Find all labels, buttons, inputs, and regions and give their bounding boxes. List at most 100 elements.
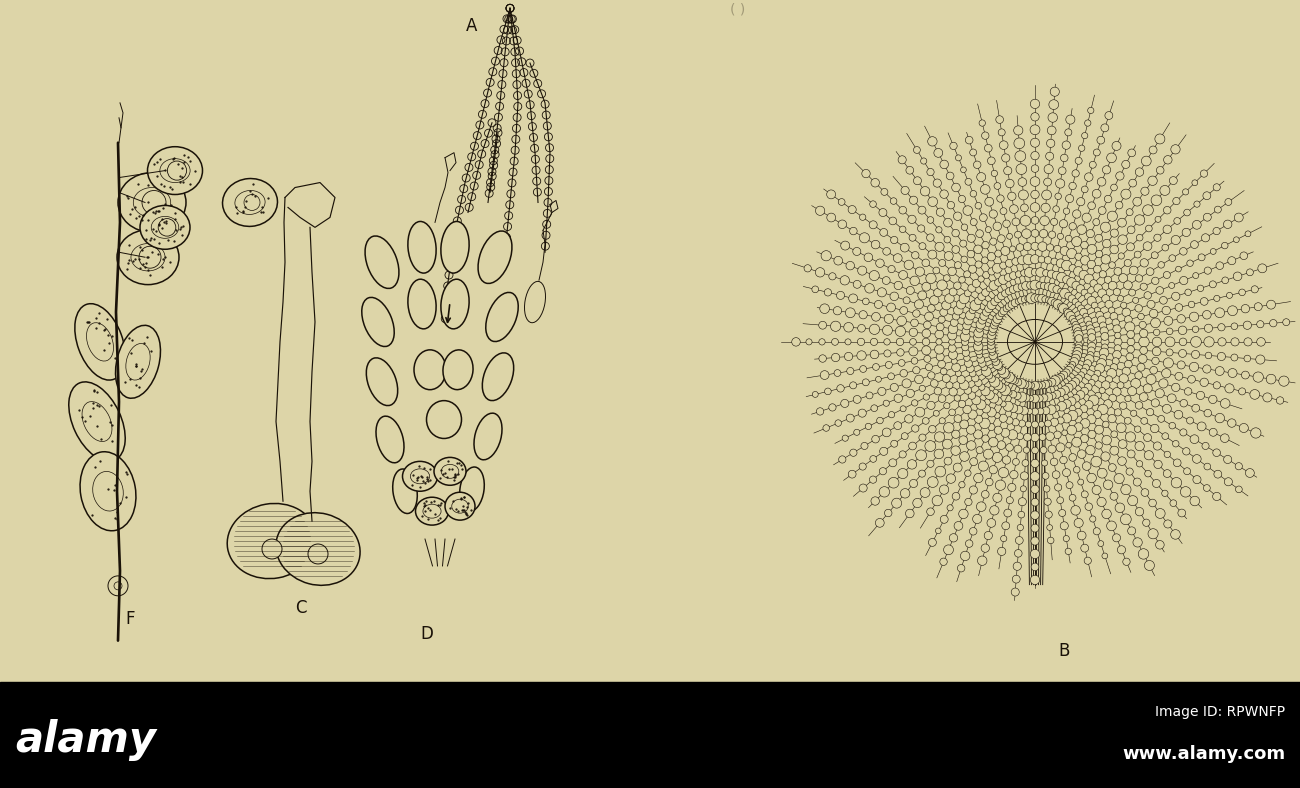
Circle shape (1113, 351, 1122, 359)
Circle shape (1000, 307, 1008, 315)
Circle shape (952, 229, 959, 237)
Circle shape (1179, 350, 1187, 358)
Circle shape (1152, 252, 1158, 258)
Circle shape (950, 142, 957, 150)
Circle shape (1191, 351, 1200, 359)
Circle shape (1131, 378, 1140, 388)
Ellipse shape (222, 179, 277, 226)
Circle shape (1058, 303, 1069, 314)
Ellipse shape (276, 513, 360, 585)
Circle shape (985, 227, 992, 232)
Circle shape (1056, 259, 1065, 268)
Circle shape (975, 203, 982, 209)
Circle shape (1043, 473, 1049, 479)
Circle shape (1087, 325, 1095, 333)
Circle shape (1190, 312, 1199, 322)
Circle shape (927, 401, 935, 410)
Circle shape (935, 449, 944, 459)
Circle shape (1158, 379, 1167, 388)
Circle shape (946, 474, 956, 483)
Circle shape (927, 217, 933, 223)
Circle shape (1008, 301, 1015, 308)
Circle shape (989, 281, 998, 290)
Circle shape (997, 383, 1006, 392)
Circle shape (859, 484, 867, 492)
Circle shape (1092, 485, 1101, 495)
Circle shape (1164, 358, 1174, 368)
Circle shape (915, 450, 927, 461)
Circle shape (913, 310, 920, 318)
Circle shape (1031, 459, 1039, 467)
Circle shape (898, 156, 906, 164)
Circle shape (1239, 289, 1245, 296)
Circle shape (108, 576, 127, 596)
Circle shape (1104, 195, 1112, 203)
Circle shape (958, 195, 966, 203)
Circle shape (850, 382, 857, 388)
Circle shape (1204, 267, 1212, 274)
Circle shape (845, 352, 853, 361)
Circle shape (959, 294, 970, 304)
Circle shape (1113, 288, 1121, 296)
Circle shape (993, 314, 1002, 323)
Circle shape (962, 338, 968, 345)
Circle shape (1057, 303, 1065, 310)
Circle shape (827, 190, 836, 199)
Circle shape (1118, 253, 1124, 259)
Circle shape (1083, 462, 1091, 470)
Circle shape (1153, 329, 1160, 336)
Circle shape (1109, 262, 1115, 269)
Circle shape (987, 331, 996, 340)
Circle shape (996, 116, 1004, 124)
Circle shape (1102, 553, 1108, 559)
Circle shape (976, 502, 985, 511)
Circle shape (876, 259, 884, 267)
Circle shape (859, 366, 867, 373)
Circle shape (1041, 296, 1049, 303)
Circle shape (994, 413, 1000, 418)
Circle shape (1031, 511, 1039, 519)
Circle shape (1014, 405, 1023, 414)
Circle shape (1158, 262, 1165, 268)
Circle shape (841, 400, 849, 407)
Circle shape (901, 489, 910, 498)
Circle shape (975, 347, 983, 355)
Circle shape (1030, 281, 1040, 290)
Circle shape (1031, 113, 1039, 121)
Circle shape (1065, 366, 1072, 374)
Circle shape (1023, 433, 1031, 441)
Circle shape (988, 268, 996, 275)
Circle shape (1164, 206, 1171, 214)
Circle shape (1071, 437, 1082, 447)
Circle shape (968, 265, 976, 273)
Circle shape (1053, 405, 1059, 411)
Circle shape (1110, 363, 1118, 371)
Ellipse shape (117, 230, 179, 284)
Circle shape (1118, 296, 1123, 302)
Circle shape (1078, 450, 1086, 459)
Circle shape (1173, 440, 1179, 447)
Circle shape (1031, 294, 1039, 303)
Circle shape (948, 267, 957, 276)
Circle shape (996, 480, 1006, 490)
Circle shape (1040, 282, 1048, 289)
Circle shape (1074, 330, 1083, 340)
Circle shape (918, 291, 927, 300)
Circle shape (1104, 480, 1113, 489)
Circle shape (998, 368, 1009, 378)
Circle shape (1121, 485, 1131, 495)
Ellipse shape (118, 173, 186, 232)
Circle shape (812, 286, 819, 292)
Circle shape (936, 208, 945, 216)
Circle shape (894, 281, 902, 290)
Circle shape (1013, 459, 1019, 465)
Circle shape (982, 387, 991, 396)
Ellipse shape (443, 350, 473, 389)
Circle shape (897, 316, 906, 325)
Circle shape (927, 508, 935, 515)
Circle shape (1118, 546, 1126, 554)
Circle shape (982, 257, 988, 264)
Circle shape (1062, 414, 1071, 423)
Circle shape (1266, 374, 1275, 384)
Circle shape (1150, 195, 1162, 206)
